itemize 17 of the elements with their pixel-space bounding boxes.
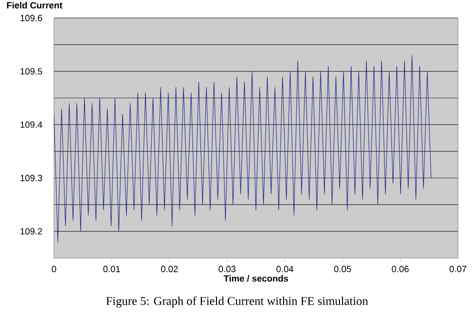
y-tick-label: 109.2	[20, 228, 42, 235]
x-tick-label: 0.07	[450, 266, 466, 272]
y-tick-label: 109.5	[20, 68, 42, 75]
x-tick-label: 0.03	[218, 266, 236, 272]
caption: Figure 5: Graph of Field Current within FE simulation	[106, 296, 368, 308]
x-tick-label: 0.06	[392, 266, 409, 272]
y-tick-label: 109.3	[20, 174, 42, 182]
y-axis-title: Field Current	[7, 2, 62, 8]
line-series	[54, 55, 432, 242]
x-axis-title: Time / seconds	[224, 275, 288, 282]
x-tick-label: 0.02	[161, 266, 178, 272]
x-tick-label: 0	[52, 266, 56, 272]
x-tick-label: 0.05	[334, 266, 351, 272]
x-tick-label: 0.01	[103, 266, 120, 272]
x-tick-label: 0.04	[276, 266, 294, 272]
y-tick-label: 109.4	[20, 121, 42, 128]
y-tick-label: 109.6	[20, 14, 42, 22]
